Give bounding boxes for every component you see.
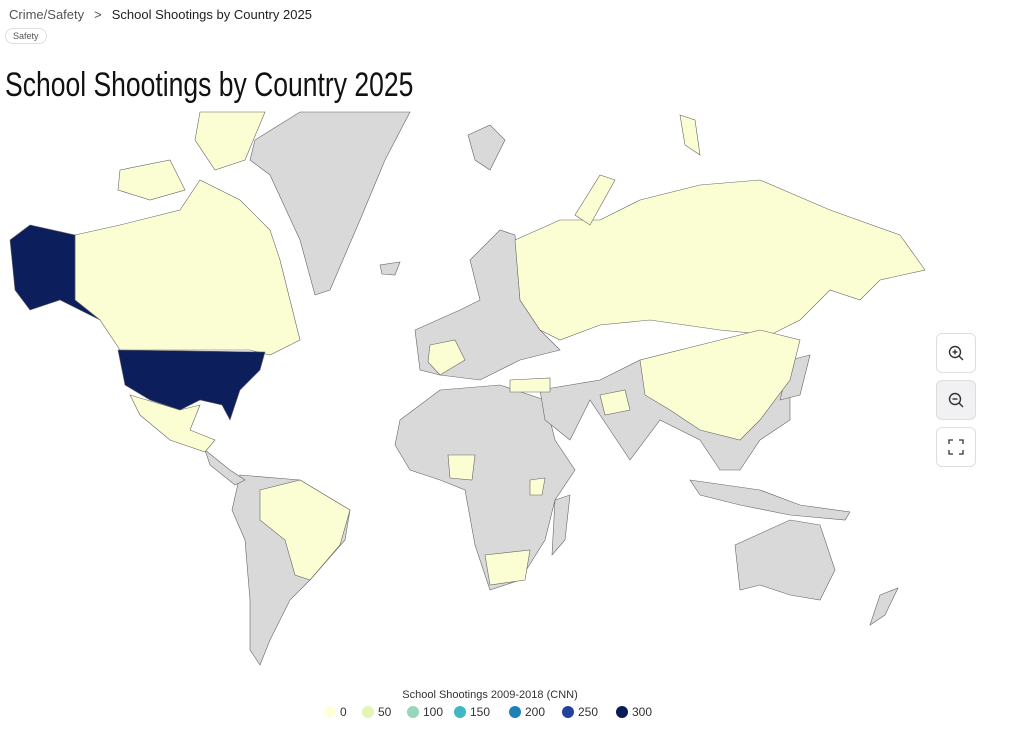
legend-swatch [509, 706, 521, 718]
country[interactable] [551, 494, 571, 556]
legend-swatch [562, 706, 574, 718]
country[interactable] [394, 384, 576, 591]
country[interactable] [259, 479, 351, 581]
country[interactable] [74, 179, 301, 356]
country[interactable] [117, 159, 186, 201]
legend-swatch [616, 706, 628, 718]
page-title: School Shootings by Country 2025 [5, 66, 414, 104]
legend-label: 100 [423, 705, 443, 719]
fullscreen-icon [948, 439, 964, 455]
legend-title: School Shootings 2009-2018 (CNN) [402, 689, 578, 701]
country[interactable] [509, 377, 551, 393]
breadcrumb-link[interactable]: Crime/Safety [9, 7, 85, 22]
legend-swatch [454, 706, 466, 718]
tag[interactable]: Safety [5, 28, 47, 44]
legend-label: 200 [525, 705, 545, 719]
breadcrumb-current: School Shootings by Country 2025 [111, 7, 312, 22]
breadcrumb: Crime/Safety > School Shootings by Country… [9, 7, 322, 22]
legend-label: 50 [378, 705, 392, 719]
legend-swatch [362, 706, 374, 718]
country[interactable] [249, 111, 411, 296]
country[interactable] [427, 339, 466, 376]
country[interactable] [484, 549, 531, 586]
legend-swatch [324, 706, 336, 718]
country[interactable] [204, 449, 246, 486]
country[interactable] [379, 261, 401, 276]
country[interactable] [734, 519, 836, 601]
fullscreen-button[interactable] [936, 427, 976, 467]
country[interactable] [679, 114, 701, 156]
world-map [9, 111, 926, 666]
country[interactable] [599, 389, 631, 416]
legend-label: 0 [340, 705, 347, 719]
country[interactable] [639, 329, 801, 441]
zoom-out-icon [948, 392, 964, 408]
country[interactable] [689, 479, 851, 521]
country[interactable] [129, 394, 216, 453]
country[interactable] [447, 454, 476, 481]
country[interactable] [514, 179, 926, 341]
country[interactable] [529, 477, 546, 496]
country[interactable] [117, 349, 266, 421]
country[interactable] [194, 111, 266, 171]
country[interactable] [9, 224, 101, 321]
legend-label: 250 [578, 705, 598, 719]
zoom-out-button[interactable] [936, 380, 976, 420]
country[interactable] [574, 174, 616, 226]
breadcrumb-separator: > [94, 7, 102, 22]
country[interactable] [869, 587, 899, 626]
legend: 0 50 100 150 200 250 300 [324, 705, 652, 719]
legend-label: 150 [470, 705, 490, 719]
legend-label: 300 [632, 705, 652, 719]
country[interactable] [467, 124, 506, 171]
legend-swatch [407, 706, 419, 718]
zoom-in-button[interactable] [936, 333, 976, 373]
zoom-in-icon [948, 345, 964, 361]
